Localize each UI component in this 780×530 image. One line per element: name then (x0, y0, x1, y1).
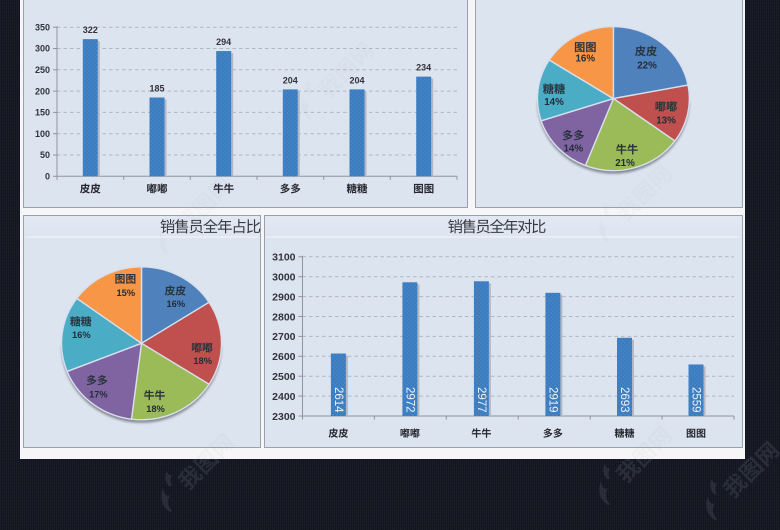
svg-text:294: 294 (216, 37, 231, 47)
svg-text:200: 200 (35, 86, 50, 96)
svg-text:16%: 16% (575, 54, 595, 65)
svg-text:2800: 2800 (272, 311, 296, 323)
svg-text:0: 0 (45, 172, 50, 182)
svg-text:16%: 16% (72, 330, 91, 340)
svg-text:14%: 14% (563, 143, 583, 154)
svg-text:2500: 2500 (272, 371, 296, 383)
svg-text:17%: 17% (89, 389, 108, 399)
svg-text:14%: 14% (544, 97, 564, 108)
svg-text:100: 100 (35, 129, 50, 139)
svg-text:2400: 2400 (272, 391, 296, 403)
svg-text:18%: 18% (193, 356, 212, 366)
svg-text:2700: 2700 (272, 331, 296, 343)
svg-text:2693: 2693 (618, 387, 630, 413)
svg-text:2919: 2919 (547, 387, 559, 413)
svg-text:2977: 2977 (475, 387, 487, 413)
svg-text:2600: 2600 (272, 351, 296, 363)
svg-text:204: 204 (283, 75, 298, 85)
svg-text:2614: 2614 (332, 387, 344, 413)
svg-text:234: 234 (416, 63, 431, 73)
svg-text:2972: 2972 (404, 387, 416, 413)
svg-text:13%: 13% (656, 115, 676, 126)
svg-text:2559: 2559 (690, 387, 702, 413)
svg-text:300: 300 (35, 44, 50, 54)
svg-text:2900: 2900 (272, 291, 296, 303)
svg-text:50: 50 (40, 150, 50, 160)
svg-text:3000: 3000 (272, 272, 296, 284)
svg-text:21%: 21% (615, 158, 635, 169)
svg-text:3100: 3100 (272, 252, 296, 264)
svg-text:16%: 16% (166, 299, 185, 309)
svg-text:22%: 22% (637, 60, 657, 71)
svg-text:15%: 15% (116, 288, 135, 298)
svg-text:350: 350 (35, 22, 50, 32)
svg-text:204: 204 (349, 75, 364, 85)
svg-text:322: 322 (83, 25, 98, 35)
svg-text:18%: 18% (146, 404, 165, 414)
svg-text:185: 185 (149, 84, 164, 94)
svg-text:150: 150 (35, 108, 50, 118)
svg-text:250: 250 (35, 65, 50, 75)
svg-text:2300: 2300 (272, 411, 296, 423)
